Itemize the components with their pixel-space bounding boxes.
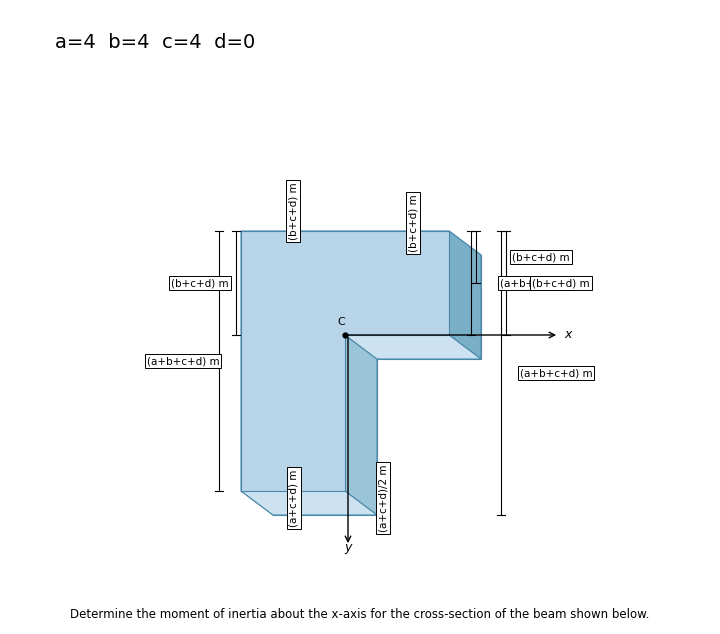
Text: (b+c+d) m: (b+c+d) m	[288, 182, 298, 240]
Text: (a+b+c+d) m: (a+b+c+d) m	[147, 356, 220, 366]
Text: (b+c+d) m: (b+c+d) m	[171, 278, 229, 288]
Polygon shape	[241, 231, 449, 491]
Text: (a+c+d)/2 m: (a+c+d)/2 m	[378, 464, 388, 532]
Polygon shape	[241, 231, 273, 515]
Text: (a+b+c+d) m: (a+b+c+d) m	[520, 368, 593, 378]
Text: y: y	[344, 541, 351, 554]
Polygon shape	[345, 335, 481, 359]
Text: Determine the moment of inertia about the x-axis for the cross-section of the be: Determine the moment of inertia about th…	[71, 609, 649, 621]
Text: (a+c+d) m: (a+c+d) m	[289, 469, 299, 527]
Polygon shape	[241, 491, 377, 515]
Text: (a+b+c+d) m: (a+b+c+d) m	[500, 278, 572, 288]
Text: (b+c+d) m: (b+c+d) m	[408, 194, 418, 252]
Text: (b+c+d) m: (b+c+d) m	[512, 252, 570, 262]
Text: a=4  b=4  c=4  d=0: a=4 b=4 c=4 d=0	[55, 32, 256, 51]
Polygon shape	[273, 255, 481, 515]
Polygon shape	[449, 231, 481, 359]
Polygon shape	[345, 335, 377, 515]
Text: (b+c+d) m: (b+c+d) m	[532, 278, 590, 288]
Text: C: C	[337, 317, 345, 327]
Polygon shape	[241, 231, 481, 255]
Text: x: x	[564, 328, 572, 342]
